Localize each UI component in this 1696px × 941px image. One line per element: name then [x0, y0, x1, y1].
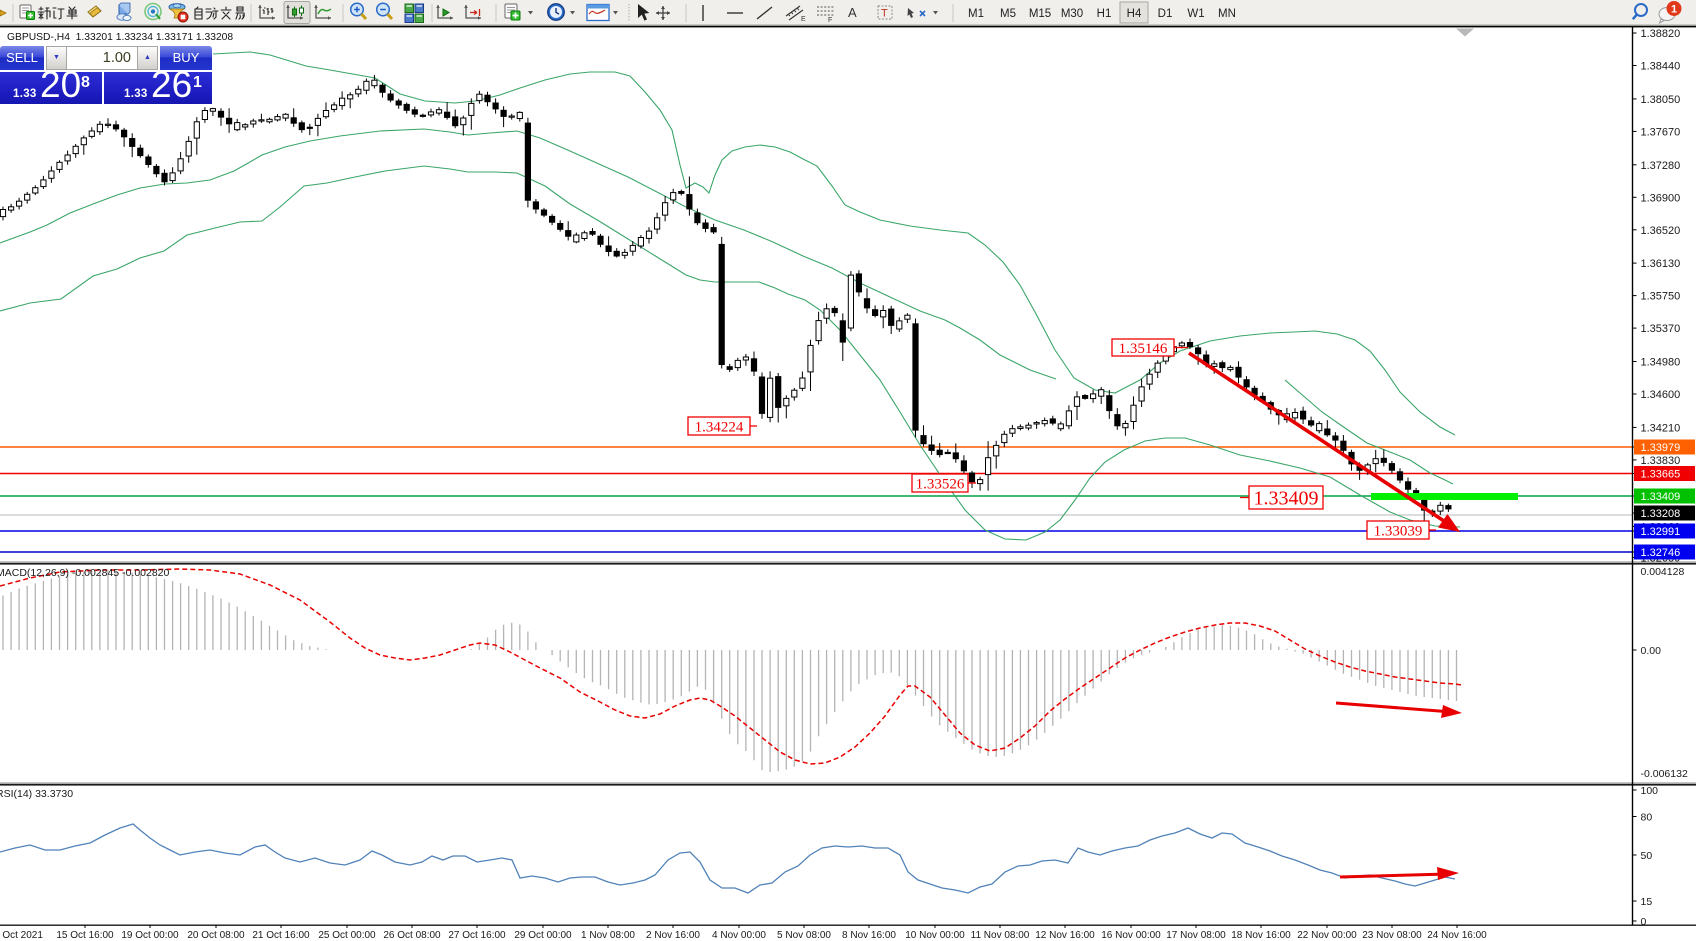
svg-text:8 Nov 16:00: 8 Nov 16:00: [842, 930, 896, 941]
svg-text:T: T: [881, 8, 888, 20]
svg-text:17 Nov 08:00: 17 Nov 08:00: [1166, 930, 1226, 941]
svg-text:D1: D1: [1158, 8, 1173, 20]
svg-text:1: 1: [1671, 4, 1677, 16]
svg-text:1.38440: 1.38440: [1641, 61, 1681, 73]
svg-text:50: 50: [1641, 850, 1653, 862]
svg-text:1.37670: 1.37670: [1641, 126, 1681, 138]
svg-text:H1: H1: [1097, 8, 1112, 20]
svg-text:H4: H4: [1127, 8, 1142, 20]
svg-text:22 Nov 00:00: 22 Nov 00:00: [1297, 930, 1357, 941]
svg-text:1.35370: 1.35370: [1641, 323, 1681, 335]
svg-text:M15: M15: [1029, 8, 1051, 20]
svg-text:16 Nov 00:00: 16 Nov 00:00: [1101, 930, 1161, 941]
svg-text:M5: M5: [1000, 8, 1016, 20]
svg-text:1.38050: 1.38050: [1641, 94, 1681, 106]
svg-text:24 Nov 16:00: 24 Nov 16:00: [1427, 930, 1487, 941]
svg-text:1.33409: 1.33409: [1641, 491, 1681, 503]
svg-text:1.33409: 1.33409: [1254, 488, 1319, 510]
svg-text:A: A: [848, 5, 857, 20]
svg-text:F: F: [828, 17, 832, 24]
svg-text:100: 100: [1641, 785, 1659, 797]
svg-text:1 Nov 08:00: 1 Nov 08:00: [581, 930, 635, 941]
svg-text:1.32746: 1.32746: [1641, 547, 1681, 559]
svg-text:11 Nov 08:00: 11 Nov 08:00: [971, 930, 1030, 941]
svg-text:1.33526: 1.33526: [916, 476, 965, 492]
svg-text:29 Oct 00:00: 29 Oct 00:00: [514, 930, 572, 941]
svg-text:25 Oct 00:00: 25 Oct 00:00: [318, 930, 376, 941]
svg-text:0.00: 0.00: [1641, 645, 1662, 657]
svg-text:1.36900: 1.36900: [1641, 192, 1681, 204]
svg-text:4 Oct 2021: 4 Oct 2021: [0, 930, 43, 941]
svg-text:15: 15: [1641, 896, 1653, 908]
svg-text:1.37280: 1.37280: [1641, 160, 1681, 172]
svg-text:18 Nov 16:00: 18 Nov 16:00: [1231, 930, 1291, 941]
svg-text:12 Nov 16:00: 12 Nov 16:00: [1035, 930, 1095, 941]
svg-text:M1: M1: [968, 8, 984, 20]
svg-text:1.33979: 1.33979: [1641, 442, 1681, 454]
svg-text:23 Nov 08:00: 23 Nov 08:00: [1362, 930, 1422, 941]
svg-text:4 Nov 00:00: 4 Nov 00:00: [712, 930, 766, 941]
svg-text:2 Nov 16:00: 2 Nov 16:00: [646, 930, 700, 941]
svg-text:1.33039: 1.33039: [1374, 523, 1423, 539]
svg-text:26 Oct 08:00: 26 Oct 08:00: [383, 930, 441, 941]
svg-text:0.004128: 0.004128: [1641, 566, 1685, 578]
svg-text:80: 80: [1641, 812, 1653, 824]
svg-text:MN: MN: [1218, 8, 1236, 20]
svg-text:GBPUSD-,H4 1.33201 1.33234 1.: GBPUSD-,H4 1.33201 1.33234 1.33171 1.332…: [7, 32, 233, 43]
svg-text:1.33665: 1.33665: [1641, 469, 1681, 481]
svg-text:1.33208: 1.33208: [1641, 508, 1681, 520]
svg-text:-0.006132: -0.006132: [1641, 768, 1688, 780]
svg-text:20 Oct 08:00: 20 Oct 08:00: [187, 930, 245, 941]
svg-text:1.32991: 1.32991: [1641, 526, 1681, 538]
svg-text:M30: M30: [1061, 8, 1083, 20]
svg-text:10 Nov 00:00: 10 Nov 00:00: [905, 930, 965, 941]
svg-text:1.33830: 1.33830: [1641, 455, 1681, 467]
svg-text:RSI(14) 33.3730: RSI(14) 33.3730: [0, 788, 73, 800]
svg-text:1.36130: 1.36130: [1641, 258, 1681, 270]
svg-text:W1: W1: [1187, 8, 1204, 20]
svg-text:27 Oct 16:00: 27 Oct 16:00: [448, 930, 506, 941]
svg-text:5 Nov 08:00: 5 Nov 08:00: [777, 930, 831, 941]
svg-text:E: E: [801, 16, 806, 23]
svg-text:0: 0: [1641, 916, 1647, 928]
svg-text:1.34980: 1.34980: [1641, 357, 1681, 369]
svg-text:1.35750: 1.35750: [1641, 291, 1681, 303]
svg-text:1.34600: 1.34600: [1641, 389, 1681, 401]
svg-text:19 Oct 00:00: 19 Oct 00:00: [121, 930, 179, 941]
svg-text:1.36520: 1.36520: [1641, 225, 1681, 237]
svg-text:1.38820: 1.38820: [1641, 28, 1681, 40]
svg-text:15 Oct 16:00: 15 Oct 16:00: [56, 930, 114, 941]
svg-text:1.34210: 1.34210: [1641, 422, 1681, 434]
svg-text:MACD(12,26,9) -0.002845 -0.002: MACD(12,26,9) -0.002845 -0.002820: [0, 567, 170, 579]
svg-text:21 Oct 16:00: 21 Oct 16:00: [252, 930, 310, 941]
svg-text:1.34224: 1.34224: [695, 419, 744, 435]
svg-text:1.35146: 1.35146: [1119, 341, 1168, 357]
